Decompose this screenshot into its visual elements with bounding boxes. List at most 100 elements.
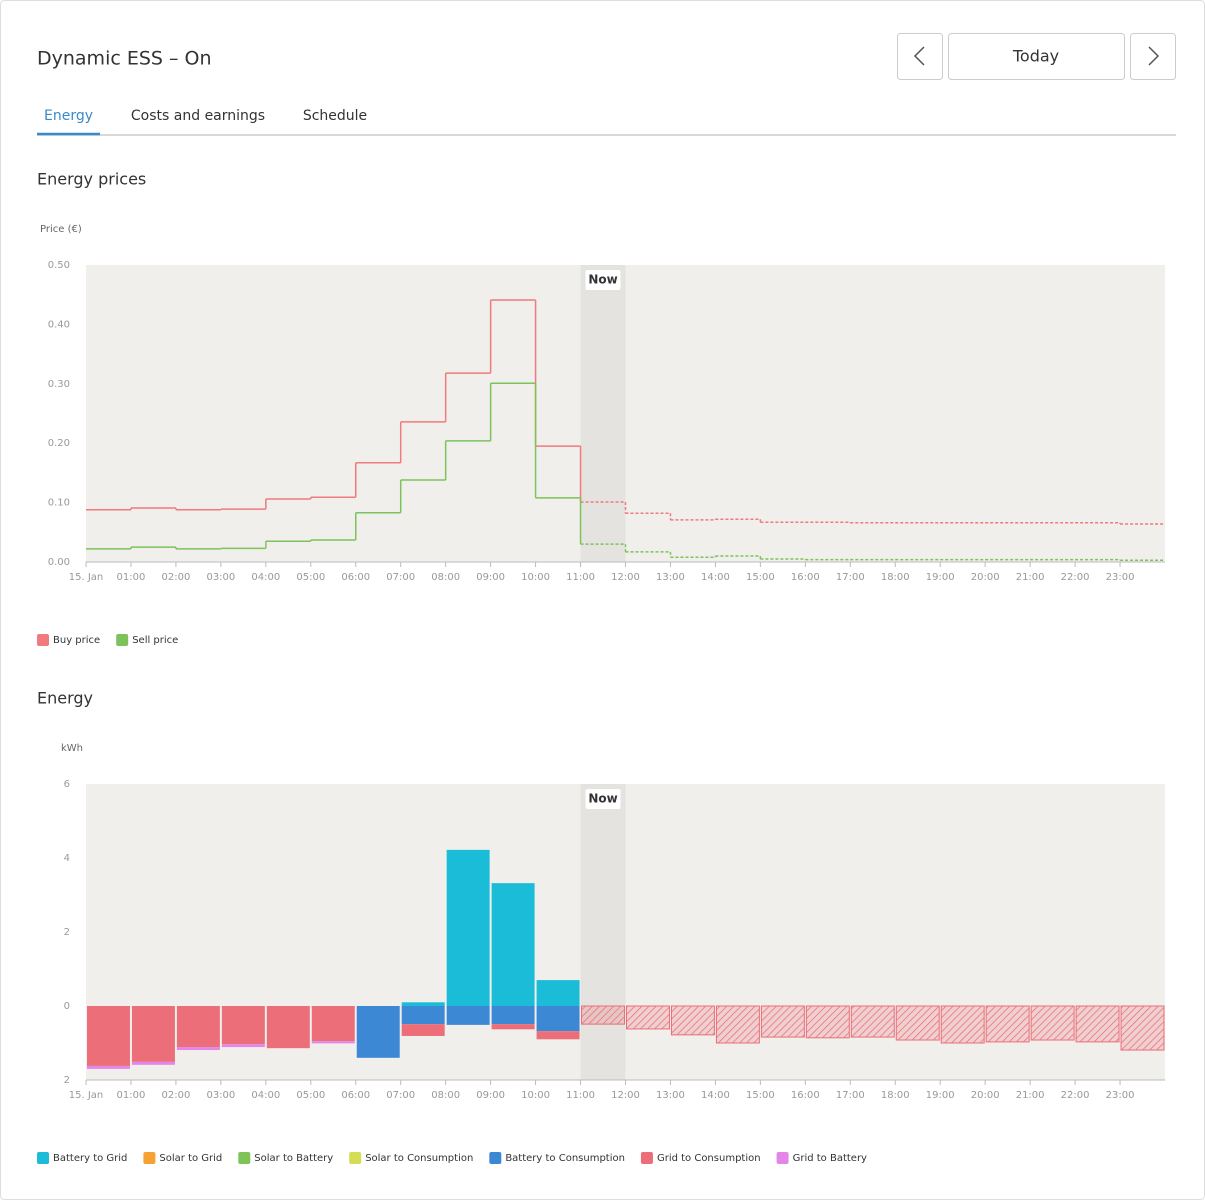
legend-label: Sell price — [132, 635, 178, 646]
legend-label: Solar to Consumption — [365, 1153, 473, 1164]
x-tick-label: 17:00 — [836, 572, 865, 583]
prev-icon — [913, 46, 925, 66]
x-tick-label: 12:00 — [611, 1090, 640, 1101]
energy-bar — [87, 1065, 130, 1069]
prev-button[interactable] — [897, 33, 943, 80]
energy-bar — [401, 1002, 445, 1006]
x-tick-label: 15:00 — [746, 572, 775, 583]
energy-bar — [626, 1005, 670, 1030]
legend-label: Grid to Consumption — [657, 1153, 761, 1164]
y-tick-label: 0.20 — [48, 438, 70, 449]
x-tick-label: 21:00 — [1016, 572, 1045, 583]
x-tick-label: 11:00 — [566, 572, 595, 583]
x-tick-label: 21:00 — [1016, 1090, 1045, 1101]
x-tick-label: 23:00 — [1106, 572, 1135, 583]
x-tick-label: 16:00 — [791, 572, 820, 583]
x-tick-label: 20:00 — [971, 1090, 1000, 1101]
x-tick-label: 19:00 — [926, 572, 955, 583]
legend-label: Solar to Battery — [254, 1153, 333, 1164]
x-tick-label: 15. Jan — [69, 572, 104, 583]
x-tick-label: 16:00 — [791, 1090, 820, 1101]
energy-bar — [356, 1006, 400, 1058]
now-label: Now — [588, 792, 617, 806]
x-tick-label: 04:00 — [251, 572, 280, 583]
y-axis-label: Price (€) — [40, 224, 82, 235]
energy-bar — [311, 1041, 355, 1044]
x-tick-label: 03:00 — [206, 1090, 235, 1101]
y-axis-label: kWh — [61, 743, 83, 754]
legend-label: Battery to Consumption — [505, 1153, 625, 1164]
x-tick-label: 05:00 — [296, 572, 325, 583]
x-tick-label: 18:00 — [881, 1090, 910, 1101]
x-tick-label: 20:00 — [971, 572, 1000, 583]
tab[interactable]: Energy — [44, 108, 93, 124]
legend-swatch — [489, 1152, 502, 1164]
x-tick-label: 07:00 — [386, 572, 415, 583]
x-tick-label: 10:00 — [521, 572, 550, 583]
legend-swatch — [37, 634, 49, 646]
energy-bar — [446, 849, 490, 1006]
x-tick-label: 14:00 — [701, 1090, 730, 1101]
x-tick-label: 10:00 — [521, 1090, 550, 1101]
x-tick-label: 07:00 — [386, 1090, 415, 1101]
now-band — [580, 265, 626, 562]
x-tick-label: 19:00 — [926, 1090, 955, 1101]
now-label-box — [585, 270, 621, 290]
x-tick-label: 14:00 — [701, 572, 730, 583]
energy-bar — [176, 1047, 220, 1051]
energy-bar — [491, 1006, 535, 1025]
date-button[interactable] — [948, 33, 1125, 80]
energy-bar — [266, 1006, 310, 1049]
now-label: Now — [588, 273, 617, 287]
energy-bar — [221, 1006, 265, 1045]
energy-bar — [1120, 1005, 1165, 1051]
legend-swatch — [349, 1152, 362, 1164]
x-tick-label: 04:00 — [251, 1090, 280, 1101]
x-tick-label: 13:00 — [656, 1090, 685, 1101]
energy-bar — [221, 1044, 265, 1048]
x-tick-label: 05:00 — [296, 1090, 325, 1101]
tab[interactable]: Schedule — [303, 108, 367, 124]
legend-label: Grid to Battery — [793, 1153, 867, 1164]
energy-bar — [581, 1005, 626, 1025]
section-title: Energy prices — [37, 170, 146, 189]
next-icon — [1148, 46, 1160, 66]
x-tick-label: 01:00 — [117, 1090, 146, 1101]
energy-bar — [536, 980, 580, 1006]
x-tick-label: 13:00 — [656, 572, 685, 583]
energy-bar — [131, 1061, 175, 1065]
y-tick-label: 0.00 — [48, 557, 70, 568]
x-tick-label: 08:00 — [431, 1090, 460, 1101]
y-tick-label: 0.10 — [48, 498, 70, 509]
x-tick-label: 15. Jan — [69, 1090, 104, 1101]
x-tick-label: 12:00 — [611, 572, 640, 583]
x-tick-label: 06:00 — [341, 572, 370, 583]
energy-bar — [536, 1006, 580, 1032]
legend-swatch — [37, 1152, 49, 1164]
energy-bar — [401, 1006, 445, 1025]
energy-bar — [850, 1005, 895, 1038]
x-tick-label: 15:00 — [746, 1090, 775, 1101]
x-tick-label: 17:00 — [836, 1090, 865, 1101]
y-tick-label: 0.40 — [48, 319, 70, 330]
legend-label: Battery to Grid — [53, 1153, 127, 1164]
energy-bar — [311, 1006, 355, 1042]
energy-bar — [985, 1005, 1030, 1043]
section-title: Energy — [37, 689, 93, 708]
date-label: Today — [1012, 47, 1059, 66]
now-label-box — [585, 789, 621, 809]
energy-bar — [805, 1005, 850, 1039]
x-tick-label: 09:00 — [476, 1090, 505, 1101]
x-tick-label: 09:00 — [476, 572, 505, 583]
energy-bar — [940, 1005, 985, 1044]
x-tick-label: 06:00 — [341, 1090, 370, 1101]
y-tick-label: 0.50 — [48, 260, 70, 271]
legend-label: Buy price — [53, 635, 100, 646]
next-button[interactable] — [1130, 33, 1176, 80]
tab[interactable]: Costs and earnings — [131, 108, 265, 124]
energy-bar — [491, 1024, 535, 1030]
energy-bar — [715, 1005, 760, 1044]
energy-bar — [1030, 1005, 1075, 1041]
now-band — [580, 784, 626, 1080]
